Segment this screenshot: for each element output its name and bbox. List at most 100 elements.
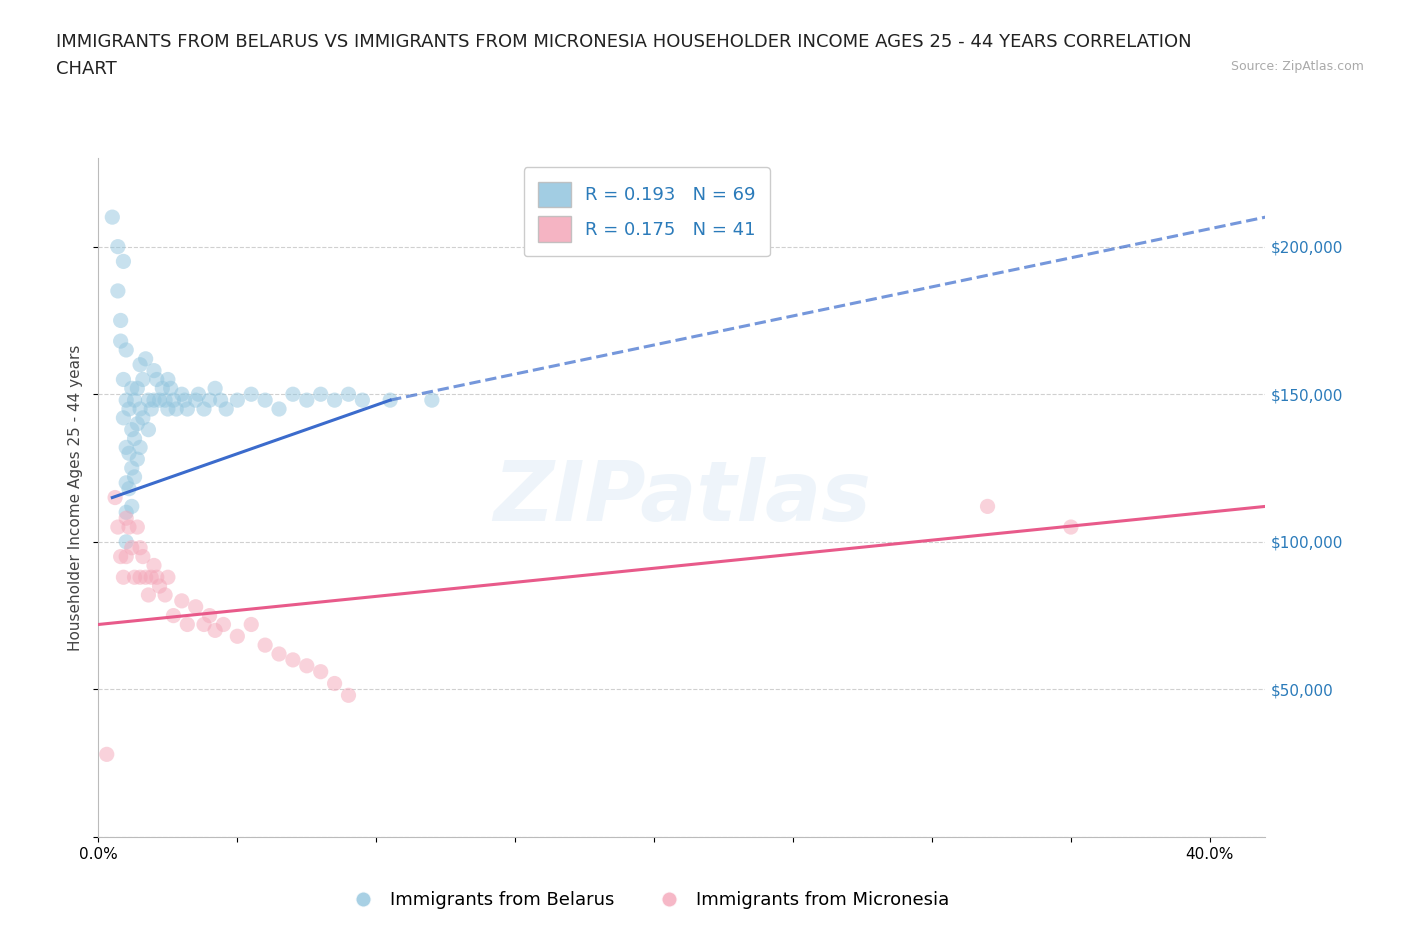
Point bbox=[156, 570, 179, 585]
Point bbox=[121, 381, 143, 396]
Point bbox=[378, 392, 402, 407]
Point bbox=[184, 599, 207, 614]
Point bbox=[129, 440, 152, 455]
Point bbox=[204, 381, 226, 396]
Point bbox=[153, 392, 176, 407]
Point bbox=[112, 372, 135, 387]
Point bbox=[115, 392, 138, 407]
Point bbox=[121, 540, 143, 555]
Point bbox=[309, 664, 332, 679]
Point bbox=[124, 570, 146, 585]
Point bbox=[176, 617, 198, 631]
Point bbox=[118, 402, 141, 417]
Text: CHART: CHART bbox=[56, 60, 117, 78]
Point bbox=[215, 402, 238, 417]
Point bbox=[323, 676, 346, 691]
Point bbox=[146, 372, 169, 387]
Point bbox=[226, 392, 249, 407]
Text: IMMIGRANTS FROM BELARUS VS IMMIGRANTS FROM MICRONESIA HOUSEHOLDER INCOME AGES 25: IMMIGRANTS FROM BELARUS VS IMMIGRANTS FR… bbox=[56, 33, 1192, 50]
Point bbox=[141, 402, 163, 417]
Point bbox=[127, 381, 149, 396]
Point bbox=[267, 646, 290, 661]
Point bbox=[240, 617, 263, 631]
Point bbox=[281, 653, 304, 668]
Point bbox=[124, 470, 146, 485]
Point bbox=[132, 410, 155, 425]
Point bbox=[115, 535, 138, 550]
Point bbox=[143, 364, 166, 379]
Point bbox=[240, 387, 263, 402]
Point bbox=[254, 392, 277, 407]
Point bbox=[173, 392, 195, 407]
Point bbox=[112, 570, 135, 585]
Point bbox=[204, 623, 226, 638]
Point bbox=[156, 402, 179, 417]
Point bbox=[138, 422, 160, 437]
Point bbox=[135, 570, 157, 585]
Point bbox=[127, 452, 149, 467]
Point bbox=[115, 511, 138, 525]
Point bbox=[112, 254, 135, 269]
Point bbox=[170, 593, 193, 608]
Point bbox=[976, 499, 998, 514]
Point bbox=[159, 381, 181, 396]
Point bbox=[118, 520, 141, 535]
Point bbox=[115, 475, 138, 490]
Point bbox=[150, 381, 173, 396]
Point bbox=[115, 549, 138, 564]
Point bbox=[118, 445, 141, 460]
Point bbox=[129, 540, 152, 555]
Point bbox=[124, 392, 146, 407]
Point bbox=[153, 588, 176, 603]
Point bbox=[115, 505, 138, 520]
Point bbox=[1060, 520, 1083, 535]
Point bbox=[162, 608, 184, 623]
Point bbox=[132, 549, 155, 564]
Point bbox=[193, 402, 215, 417]
Point bbox=[156, 372, 179, 387]
Point bbox=[96, 747, 118, 762]
Point bbox=[118, 481, 141, 496]
Point bbox=[143, 558, 166, 573]
Point bbox=[212, 617, 235, 631]
Point bbox=[115, 342, 138, 357]
Point bbox=[337, 688, 360, 703]
Point bbox=[420, 392, 443, 407]
Point bbox=[104, 490, 127, 505]
Point bbox=[110, 334, 132, 349]
Point bbox=[323, 392, 346, 407]
Point bbox=[110, 549, 132, 564]
Y-axis label: Householder Income Ages 25 - 44 years: Householder Income Ages 25 - 44 years bbox=[67, 344, 83, 651]
Point bbox=[129, 357, 152, 372]
Point bbox=[129, 402, 152, 417]
Point bbox=[226, 629, 249, 644]
Point bbox=[187, 387, 209, 402]
Point bbox=[165, 402, 187, 417]
Text: ZIPatlas: ZIPatlas bbox=[494, 457, 870, 538]
Point bbox=[107, 284, 129, 299]
Point bbox=[112, 410, 135, 425]
Point bbox=[193, 617, 215, 631]
Point bbox=[127, 417, 149, 432]
Point bbox=[209, 392, 232, 407]
Text: Source: ZipAtlas.com: Source: ZipAtlas.com bbox=[1230, 60, 1364, 73]
Point bbox=[295, 658, 318, 673]
Point bbox=[127, 520, 149, 535]
Point bbox=[162, 392, 184, 407]
Point bbox=[184, 392, 207, 407]
Point bbox=[121, 422, 143, 437]
Point bbox=[143, 392, 166, 407]
Point bbox=[101, 209, 124, 224]
Point bbox=[198, 608, 221, 623]
Point bbox=[110, 313, 132, 328]
Point bbox=[281, 387, 304, 402]
Point bbox=[309, 387, 332, 402]
Point bbox=[115, 440, 138, 455]
Point bbox=[352, 392, 374, 407]
Point bbox=[176, 402, 198, 417]
Point bbox=[121, 460, 143, 475]
Point bbox=[148, 578, 170, 593]
Point bbox=[267, 402, 290, 417]
Point bbox=[129, 570, 152, 585]
Point bbox=[107, 239, 129, 254]
